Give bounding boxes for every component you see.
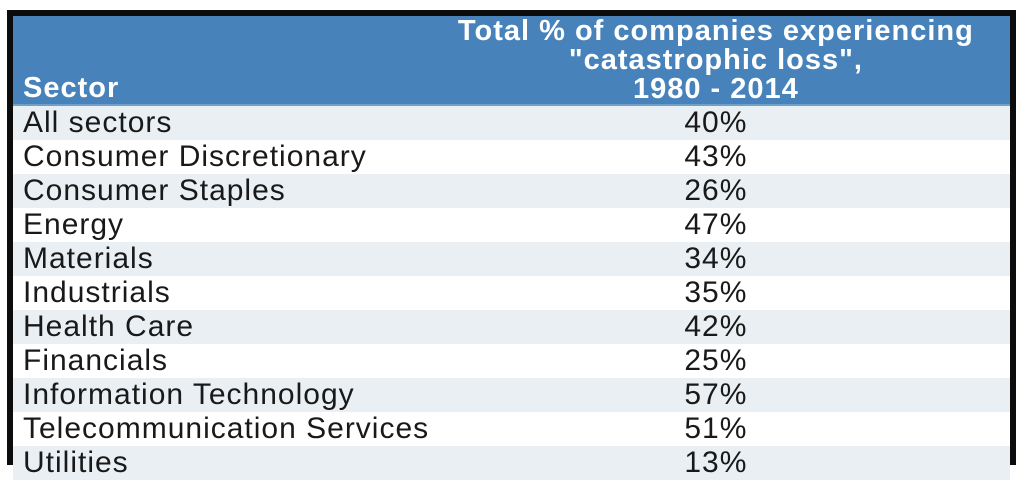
- table-body: All sectors 40% Consumer Discretionary 43% C…: [13, 106, 1010, 480]
- table-row: Consumer Staples 26%: [13, 174, 1010, 208]
- value-column-header-line2: "catastrophic loss",: [568, 44, 863, 76]
- table-row: Information Technology 57%: [13, 378, 1010, 412]
- table-header-row: Sector Total % of companies experiencing…: [13, 16, 1010, 106]
- table-row: Industrials 35%: [13, 276, 1010, 310]
- value-cell: 40%: [684, 106, 748, 139]
- value-cell: 34%: [684, 242, 748, 275]
- sector-cell: Health Care: [23, 310, 195, 343]
- sector-cell: Consumer Staples: [23, 174, 286, 207]
- sector-cell: All sectors: [23, 106, 173, 139]
- table-row: Telecommunication Services 51%: [13, 412, 1010, 446]
- catastrophic-loss-table: Sector Total % of companies experiencing…: [7, 10, 1016, 480]
- value-cell: 25%: [684, 344, 748, 377]
- sector-cell: Materials: [23, 242, 154, 275]
- sector-cell: Industrials: [23, 276, 171, 309]
- sector-cell: Energy: [23, 208, 125, 241]
- sector-cell: Consumer Discretionary: [23, 140, 367, 173]
- value-cell: 57%: [684, 378, 748, 411]
- sector-cell: Utilities: [23, 446, 129, 479]
- value-cell: 35%: [684, 276, 748, 309]
- sector-cell: Information Technology: [23, 378, 355, 411]
- value-cell: 13%: [684, 446, 748, 479]
- table-row: All sectors 40%: [13, 106, 1010, 140]
- value-cell: 26%: [684, 174, 748, 207]
- value-cell: 43%: [684, 140, 748, 173]
- value-column-header-line1: Total % of companies experiencing: [457, 15, 974, 47]
- table-row: Health Care 42%: [13, 310, 1010, 344]
- sector-cell: Telecommunication Services: [23, 412, 430, 445]
- value-column-header: Total % of companies experiencing "catas…: [422, 16, 1010, 104]
- table-row: Energy 47%: [13, 208, 1010, 242]
- sector-cell: Financials: [23, 344, 169, 377]
- table-row: Utilities 13%: [13, 446, 1010, 480]
- table-row: Consumer Discretionary 43%: [13, 140, 1010, 174]
- sector-column-header: Sector: [23, 72, 120, 104]
- value-cell: 47%: [684, 208, 748, 241]
- table-row: Financials 25%: [13, 344, 1010, 378]
- value-column-header-line3: 1980 - 2014: [632, 73, 799, 105]
- value-cell: 51%: [684, 412, 748, 445]
- table-row: Materials 34%: [13, 242, 1010, 276]
- value-cell: 42%: [684, 310, 748, 343]
